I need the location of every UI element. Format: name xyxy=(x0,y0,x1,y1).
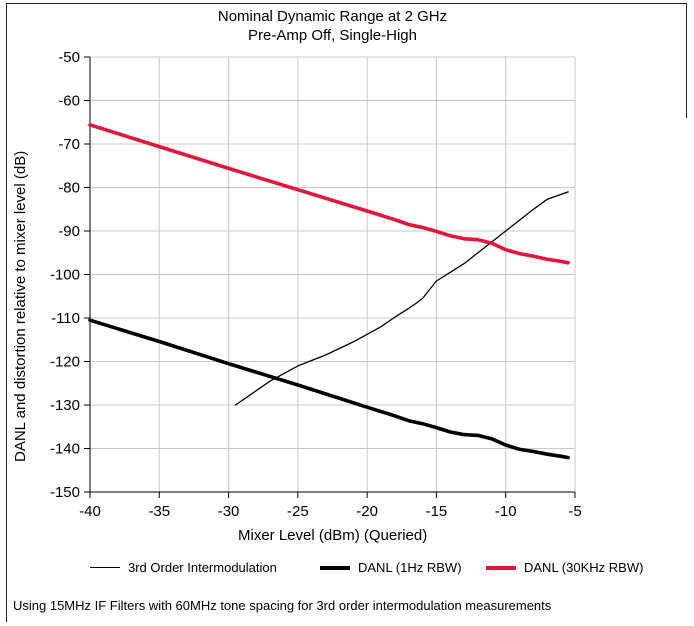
x-tick-label: -5 xyxy=(568,503,581,520)
y-tick-label: -140 xyxy=(50,441,80,458)
legend-swatch-imd xyxy=(90,567,120,568)
y-tick-label: -110 xyxy=(51,310,80,327)
y-axis-label: DANL and distortion relative to mixer le… xyxy=(12,150,29,462)
y-tick-label: -60 xyxy=(58,93,80,110)
series-line-danl-1hz xyxy=(88,318,570,460)
legend-item-danl-1hz: DANL (1Hz RBW) xyxy=(320,560,462,575)
y-tick-label: -120 xyxy=(50,354,80,371)
x-tick-label: -10 xyxy=(495,503,517,520)
y-tick-label: -50 xyxy=(58,49,80,66)
chart-title: Nominal Dynamic Range at 2 GHz xyxy=(217,8,448,25)
legend-label-danl-30khz: DANL (30KHz RBW) xyxy=(524,560,644,575)
y-tick-label: -130 xyxy=(50,397,80,414)
series-line-3rd-order-imd xyxy=(234,191,569,406)
chart-subtitle: Pre-Amp Off, Single-High xyxy=(248,27,417,44)
y-tick-label: -80 xyxy=(58,180,80,197)
x-tick-label: -20 xyxy=(356,503,378,520)
footnote: Using 15MHz IF Filters with 60MHz tone s… xyxy=(13,598,552,613)
frame-left-border xyxy=(6,3,7,622)
y-tick-label: -90 xyxy=(58,223,80,240)
legend-swatch-danl-30khz xyxy=(486,565,516,570)
y-tick-label: -70 xyxy=(58,136,80,153)
x-tick-label: -40 xyxy=(79,503,101,520)
x-axis-label: Mixer Level (dBm) (Queried) xyxy=(238,527,428,544)
legend-swatch-danl-1hz xyxy=(320,565,350,570)
frame-top-border xyxy=(6,3,686,4)
series-line-danl-30khz xyxy=(88,123,570,265)
legend-item-imd: 3rd Order Intermodulation xyxy=(90,560,277,575)
legend-item-danl-30khz: DANL (30KHz RBW) xyxy=(486,560,643,575)
y-tick-label: -150 xyxy=(50,484,80,501)
legend-label-imd: 3rd Order Intermodulation xyxy=(128,560,277,575)
frame-right-border xyxy=(686,3,687,118)
x-tick-label: -15 xyxy=(426,503,448,520)
x-tick-label: -25 xyxy=(287,503,309,520)
x-tick-label: -30 xyxy=(218,503,240,520)
y-tick-label: -100 xyxy=(50,267,80,284)
legend-label-danl-1hz: DANL (1Hz RBW) xyxy=(358,560,462,575)
x-tick-label: -35 xyxy=(148,503,170,520)
